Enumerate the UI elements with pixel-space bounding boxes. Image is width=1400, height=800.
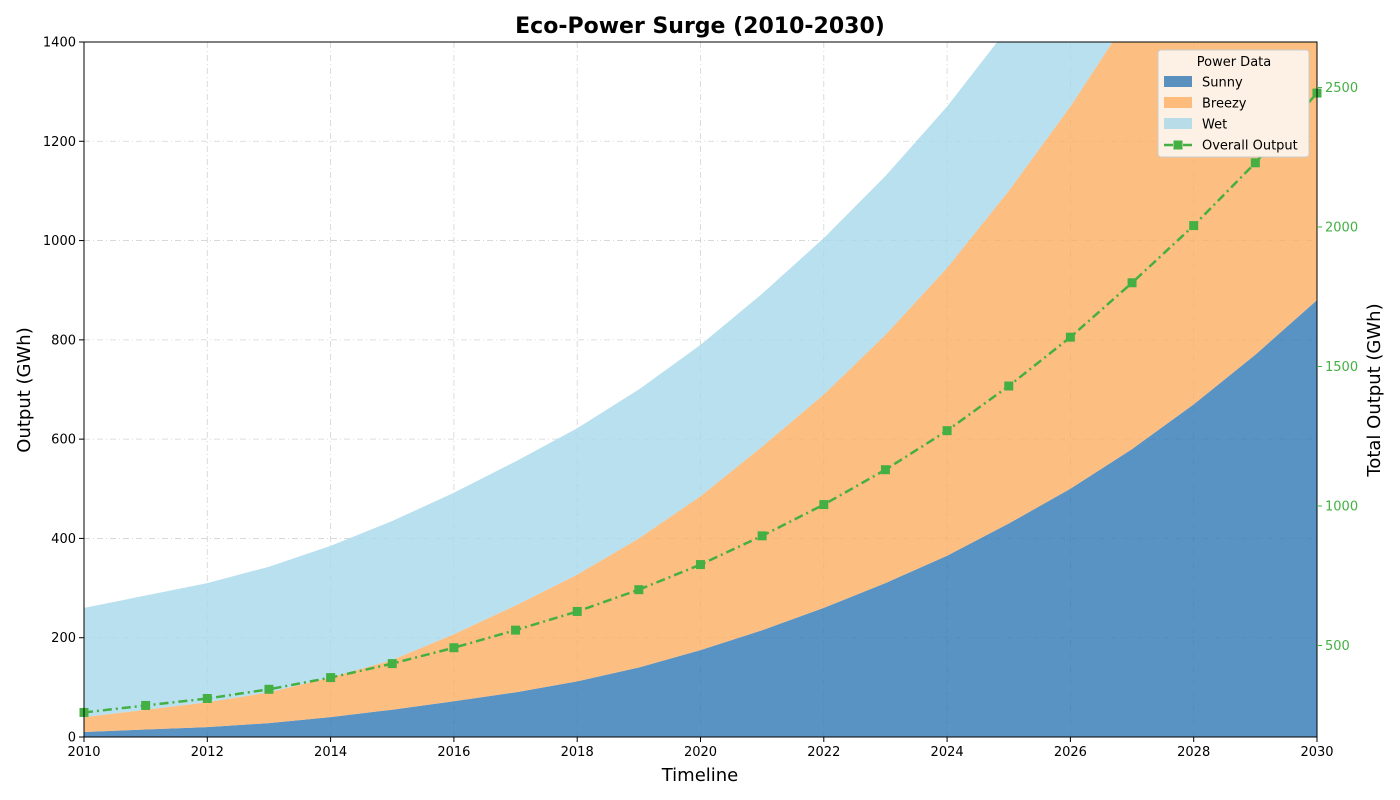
legend-swatch-wet bbox=[1164, 118, 1192, 129]
legend-marker-overall-output bbox=[1173, 140, 1183, 150]
overall-output-marker bbox=[141, 700, 151, 710]
overall-output-marker bbox=[387, 659, 397, 669]
overall-output-marker bbox=[942, 426, 952, 436]
y2-axis-ticks: 500 1000 1500 2000 2500 bbox=[1317, 81, 1358, 654]
chart-title: Eco-Power Surge (2010-2030) bbox=[515, 14, 885, 39]
legend-title: Power Data bbox=[1197, 55, 1271, 70]
x-tick-label: 2030 bbox=[1300, 745, 1333, 760]
legend-swatch-breezy bbox=[1164, 97, 1192, 108]
legend-label-wet: Wet bbox=[1202, 118, 1227, 133]
y-axis-ticks: 0 200 400 600 800 1000 1200 1400 bbox=[43, 36, 84, 746]
overall-output-marker bbox=[511, 625, 521, 635]
x-tick-label: 2026 bbox=[1054, 745, 1087, 760]
overall-output-marker bbox=[449, 643, 459, 653]
y2-tick-label: 2500 bbox=[1325, 81, 1358, 96]
y-tick-label: 0 bbox=[68, 731, 76, 746]
x-tick-label: 2016 bbox=[437, 745, 470, 760]
x-tick-label: 2028 bbox=[1177, 745, 1210, 760]
legend-box bbox=[1157, 49, 1310, 158]
legend-label-overall-output: Overall Output bbox=[1202, 139, 1298, 154]
y-tick-label: 1200 bbox=[43, 135, 76, 150]
overall-output-marker bbox=[880, 465, 890, 475]
y-tick-label: 600 bbox=[51, 433, 76, 448]
y-axis-label: Output (GWh) bbox=[14, 327, 35, 452]
area-wet bbox=[84, 42, 1113, 718]
y2-tick-label: 500 bbox=[1325, 639, 1350, 654]
overall-output-marker bbox=[1250, 158, 1260, 168]
y-tick-label: 800 bbox=[51, 333, 76, 348]
overall-output-marker bbox=[572, 606, 582, 616]
overall-output-marker bbox=[819, 500, 829, 510]
x-tick-label: 2012 bbox=[191, 745, 224, 760]
overall-output-marker bbox=[264, 684, 274, 694]
x-axis-ticks: 2010 2012 2014 2016 2018 2020 2022 2024 2026 2028… bbox=[67, 737, 1334, 760]
y2-tick-label: 1500 bbox=[1325, 360, 1358, 375]
overall-output-marker bbox=[202, 693, 212, 703]
x-tick-label: 2010 bbox=[67, 745, 100, 760]
y-tick-label: 200 bbox=[51, 631, 76, 646]
overall-output-marker bbox=[757, 531, 767, 541]
legend-items: Sunny Breezy Wet Overall Output bbox=[1164, 76, 1298, 154]
x-tick-label: 2020 bbox=[684, 745, 717, 760]
y-tick-label: 1400 bbox=[43, 36, 76, 51]
y-tick-label: 1000 bbox=[43, 234, 76, 249]
overall-output-line bbox=[83, 92, 1318, 714]
overall-output-marker bbox=[1189, 221, 1199, 231]
area-breezy bbox=[84, 42, 1317, 733]
y2-axis-label: Total Output (GWh) bbox=[1364, 303, 1385, 477]
legend-label-breezy: Breezy bbox=[1202, 97, 1247, 112]
overall-output-marker bbox=[1127, 278, 1137, 288]
overall-output-marker bbox=[696, 560, 705, 570]
x-tick-label: 2014 bbox=[314, 745, 347, 760]
x-tick-label: 2024 bbox=[931, 745, 964, 760]
overall-output-marker bbox=[634, 585, 644, 595]
legend: Power Data Sunny Breezy Wet Overall Output bbox=[1157, 49, 1310, 158]
y2-tick-label: 1000 bbox=[1325, 499, 1358, 514]
overall-output-marker bbox=[1065, 332, 1075, 342]
x-tick-label: 2018 bbox=[561, 745, 594, 760]
area-sunny bbox=[84, 300, 1317, 737]
y-tick-label: 400 bbox=[51, 532, 76, 547]
overall-output-marker bbox=[326, 673, 336, 683]
legend-swatch-sunny bbox=[1164, 76, 1192, 87]
overall-output-marker bbox=[1004, 381, 1014, 391]
x-tick-label: 2022 bbox=[807, 745, 840, 760]
x-axis-label: Timeline bbox=[661, 765, 739, 786]
area-series bbox=[84, 42, 1317, 737]
y2-tick-label: 2000 bbox=[1325, 220, 1358, 235]
legend-label-sunny: Sunny bbox=[1202, 76, 1243, 91]
